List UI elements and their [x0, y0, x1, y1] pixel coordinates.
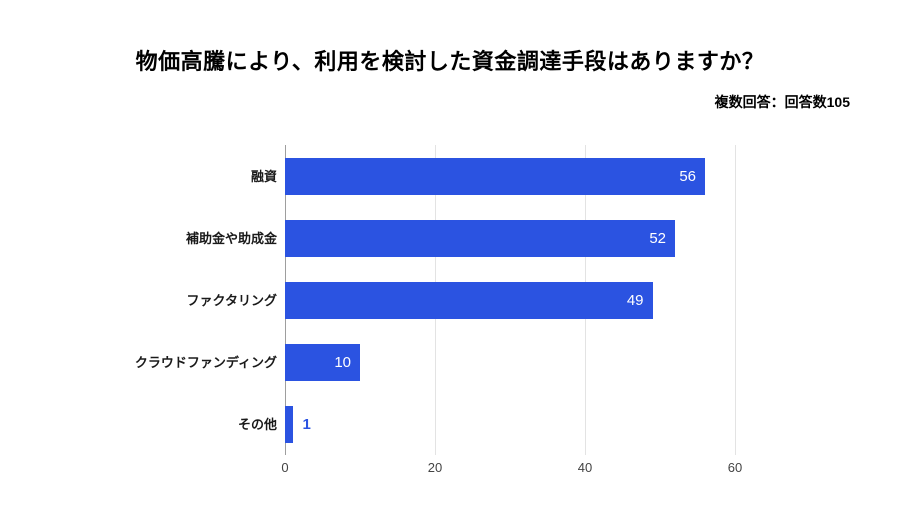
bar: 49 [285, 282, 653, 319]
bar-row: 1 [285, 406, 745, 443]
bar-value-label: 10 [334, 354, 351, 371]
bar-value-label: 56 [679, 168, 696, 185]
response-count-note: 複数回答：回答数105 [714, 94, 850, 110]
category-label: 融資 [250, 169, 277, 184]
bar-row: 49 [285, 282, 745, 319]
chart-title: 物価高騰により、利用を検討した資金調達手段はありますか？ [135, 49, 765, 74]
bar: 10 [285, 344, 360, 381]
bar: 56 [285, 158, 705, 195]
category-label-column: 融資補助金や助成金 ファクタリングクラウドファンディングその他 [0, 145, 277, 455]
bar-row: 52 [285, 220, 745, 257]
category-label: クラウドファンディング [134, 355, 277, 370]
bar-row: 10 [285, 344, 745, 381]
bar-value-label: 1 [302, 416, 311, 433]
x-tick-label: 0 [281, 460, 289, 475]
bar [285, 406, 293, 443]
category-label: 補助金や助成金 [185, 231, 277, 246]
x-tick-label: 20 [427, 460, 443, 475]
bar-value-label: 52 [649, 230, 666, 247]
bar-value-label: 49 [626, 292, 644, 309]
x-axis: 0 20 40 60 [281, 460, 745, 480]
category-label: その他 [237, 417, 277, 432]
category-label: ファクタリング [186, 293, 277, 308]
x-tick-label: 60 [727, 460, 743, 475]
bar: 52 [285, 220, 675, 257]
grid-line [735, 145, 736, 455]
x-tick-label: 40 [577, 460, 593, 475]
plot-area: 56 52 49 10 1 [285, 145, 745, 455]
bar-row: 56 [285, 158, 745, 195]
